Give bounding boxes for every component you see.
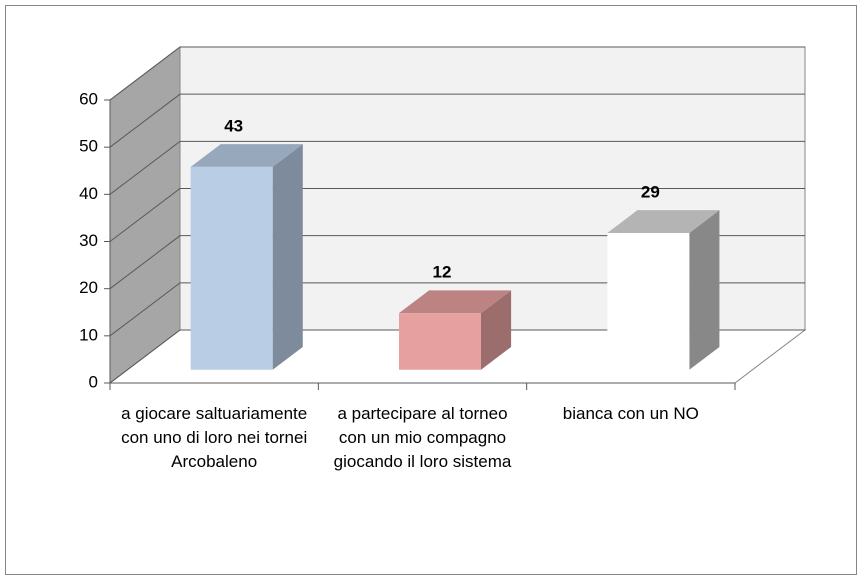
x-tick-label: bianca con un NO [562, 404, 699, 423]
bar [190, 144, 303, 370]
bar-front [190, 166, 273, 370]
y-tick-label: 20 [79, 278, 98, 297]
grid-line [109, 188, 805, 242]
value-label: 43 [224, 116, 243, 135]
grid-line [109, 329, 805, 384]
y-tick-label: 50 [79, 137, 98, 156]
bar-front [399, 313, 481, 370]
bar-side [689, 210, 720, 370]
y-tick-label: 30 [79, 231, 98, 250]
bar-side [481, 290, 512, 370]
bar-top [399, 290, 512, 314]
value-label: 12 [433, 263, 452, 282]
y-tick-label: 10 [79, 325, 98, 344]
bar [607, 210, 720, 370]
grid-line [109, 282, 805, 337]
grid-line [109, 46, 805, 101]
bar-top [607, 210, 720, 233]
x-tick-label: a giocare saltuariamente con uno di loro… [121, 404, 308, 471]
y-tick-label: 0 [89, 372, 98, 391]
y-tick-label: 60 [79, 89, 98, 108]
grid-line [109, 93, 805, 148]
bar-top [190, 144, 303, 167]
bar-side [272, 144, 303, 370]
bar-front [607, 232, 690, 370]
grid-line [109, 140, 805, 195]
y-tick-label: 40 [79, 184, 98, 203]
grid-line [109, 235, 805, 290]
value-label: 29 [641, 182, 660, 201]
x-tick-label: a partecipare al torneo con un mio compa… [333, 404, 512, 471]
bar [399, 290, 512, 370]
